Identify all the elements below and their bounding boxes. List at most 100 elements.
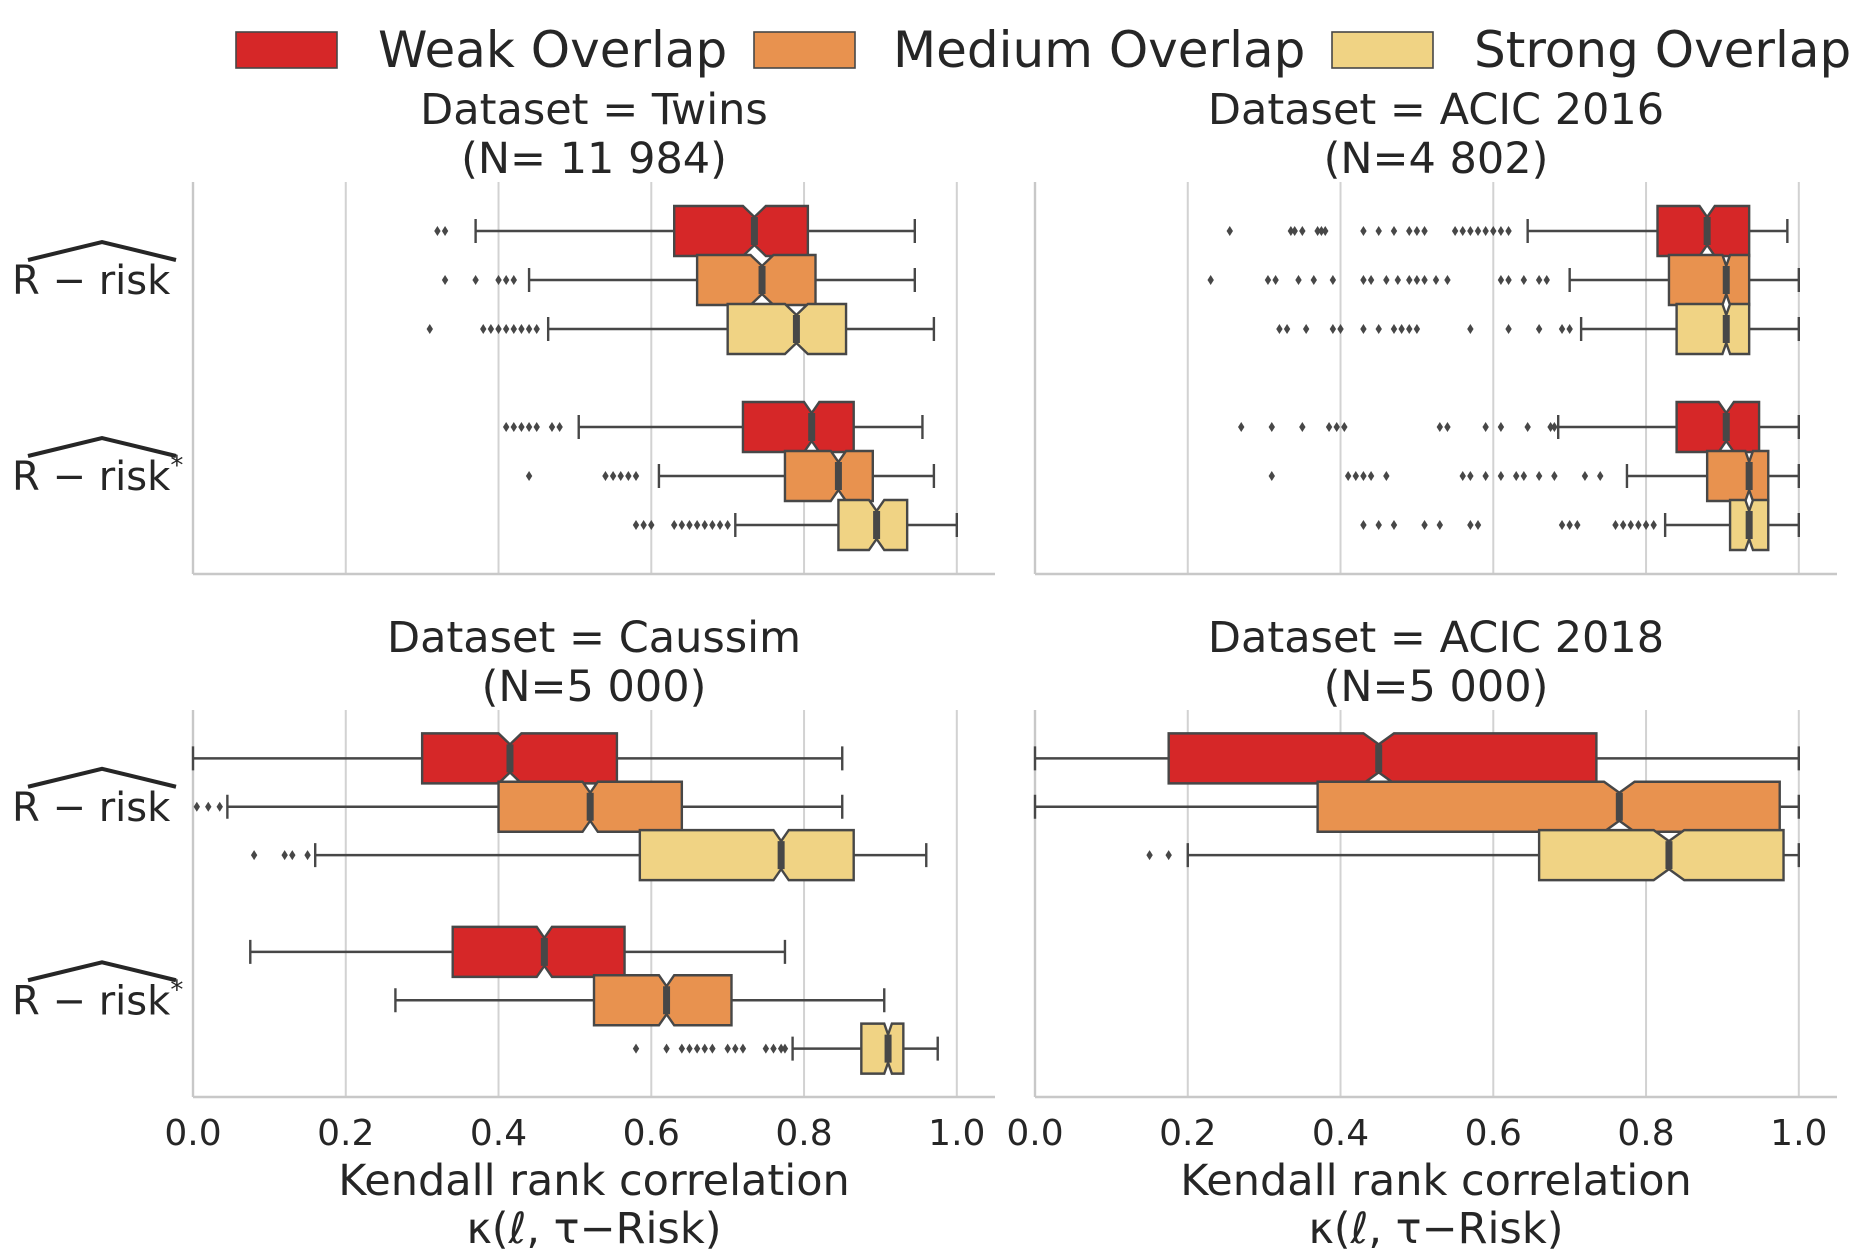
- flier-point: [1302, 324, 1310, 334]
- flier-point: [1612, 520, 1619, 530]
- flier-point: [632, 471, 640, 481]
- flier-point: [281, 850, 288, 861]
- flier-point: [472, 275, 479, 285]
- flier-point: [1467, 520, 1474, 530]
- flier-point: [1490, 226, 1497, 236]
- category-label-text: R − risk: [12, 785, 171, 831]
- flier-point: [1352, 471, 1359, 481]
- flier-point: [678, 520, 686, 530]
- flier-point: [1551, 422, 1558, 432]
- boxplot-medium-overlap: [193, 780, 844, 833]
- x-tick-label: 0.2: [1159, 1113, 1216, 1154]
- panel-title: Dataset = ACIC 2018: [1208, 613, 1664, 663]
- chart-panel: Dataset = Caussim(N=5 000) 0.0 0.2 0.4 0.6 0.…: [12, 613, 995, 1254]
- box-body: [638, 828, 855, 882]
- category-label-text: R − risk: [12, 258, 171, 304]
- flier-point: [1513, 471, 1520, 481]
- flier-point: [525, 422, 533, 432]
- legend-label: Strong Overlap: [1474, 21, 1851, 79]
- flier-point: [1520, 275, 1528, 285]
- flier-point: [625, 471, 632, 481]
- flier-point: [1421, 226, 1428, 236]
- flier-point: [556, 422, 563, 432]
- flier-point: [510, 422, 517, 432]
- y-category-label: R − risk*: [12, 960, 183, 1024]
- panel-subtitle: (N=5 000): [1324, 662, 1549, 712]
- flier-point: [1360, 324, 1367, 334]
- flier-point: [1581, 471, 1589, 481]
- box-body: [741, 400, 855, 454]
- flier-point: [1451, 226, 1459, 236]
- y-category-label: R − risk: [12, 766, 177, 831]
- flier-point: [686, 520, 693, 530]
- flier-point: [1299, 422, 1306, 432]
- boxplot-weak-overlap: [191, 732, 844, 785]
- legend-swatch: [235, 31, 338, 69]
- flier-point: [1322, 226, 1329, 236]
- flier-point: [777, 1043, 785, 1054]
- flier-point: [1558, 324, 1566, 334]
- box-body: [1667, 253, 1751, 307]
- flier-point: [510, 324, 517, 334]
- panel-subtitle: (N=4 802): [1324, 134, 1549, 184]
- flier-point: [1520, 471, 1528, 481]
- flier-point: [1597, 471, 1604, 481]
- flier-point: [1459, 471, 1466, 481]
- x-tick-label: 0.0: [1006, 1113, 1063, 1154]
- flier-point: [1413, 324, 1421, 334]
- flier-point: [502, 324, 510, 334]
- box-body: [860, 1022, 905, 1075]
- flier-point: [1375, 324, 1382, 334]
- flier-point: [1398, 324, 1405, 334]
- flier-point: [1467, 324, 1474, 334]
- flier-point: [1543, 275, 1550, 285]
- flier-point: [1482, 422, 1489, 432]
- flier-point: [686, 1043, 693, 1054]
- flier-point: [1524, 422, 1531, 432]
- box-body: [726, 302, 848, 356]
- flier-point: [518, 422, 525, 432]
- boxplot-weak-overlap: [1033, 732, 1801, 785]
- flier-point: [304, 850, 311, 861]
- flier-point: [1505, 226, 1512, 236]
- flier-point: [709, 1043, 716, 1054]
- flier-point: [1383, 275, 1390, 285]
- flier-point: [1535, 324, 1543, 334]
- boxplot-strong-overlap: [632, 498, 959, 552]
- hat-accent: [27, 960, 177, 983]
- flier-point: [495, 275, 502, 285]
- flier-point: [1551, 471, 1558, 481]
- x-axis-label-formula: κ(ℓ, τ−Risk): [466, 1204, 721, 1254]
- flier-point: [1226, 226, 1233, 236]
- flier-point: [1325, 422, 1333, 432]
- flier-point: [1421, 520, 1428, 530]
- flier-point: [480, 324, 487, 334]
- flier-point: [1627, 520, 1634, 530]
- flier-point: [525, 324, 533, 334]
- flier-point: [548, 422, 556, 432]
- x-axis-label: Kendall rank correlation: [338, 1156, 850, 1206]
- flier-point: [518, 324, 525, 334]
- box-body: [1316, 780, 1781, 833]
- box-body: [695, 253, 817, 307]
- flier-point: [1314, 226, 1321, 236]
- panel-title: Dataset = ACIC 2016: [1208, 85, 1664, 135]
- boxplot-medium-overlap: [1268, 449, 1801, 503]
- x-tick-label: 0.0: [164, 1113, 221, 1154]
- flier-point: [441, 226, 449, 236]
- hat-accent: [27, 435, 177, 458]
- boxplot-strong-overlap: [426, 302, 936, 356]
- box-body: [783, 449, 874, 503]
- flier-point: [1566, 520, 1573, 530]
- flier-point: [1467, 471, 1474, 481]
- flier-point: [1337, 324, 1344, 334]
- flier-point: [1406, 275, 1413, 285]
- box-body: [592, 974, 733, 1027]
- flier-point: [289, 850, 296, 861]
- flier-point: [487, 324, 495, 334]
- flier-point: [609, 471, 617, 481]
- x-tick-label: 0.6: [1465, 1113, 1522, 1154]
- boxplot-medium-overlap: [525, 449, 936, 503]
- flier-point: [1146, 850, 1153, 861]
- flier-point: [1474, 226, 1482, 236]
